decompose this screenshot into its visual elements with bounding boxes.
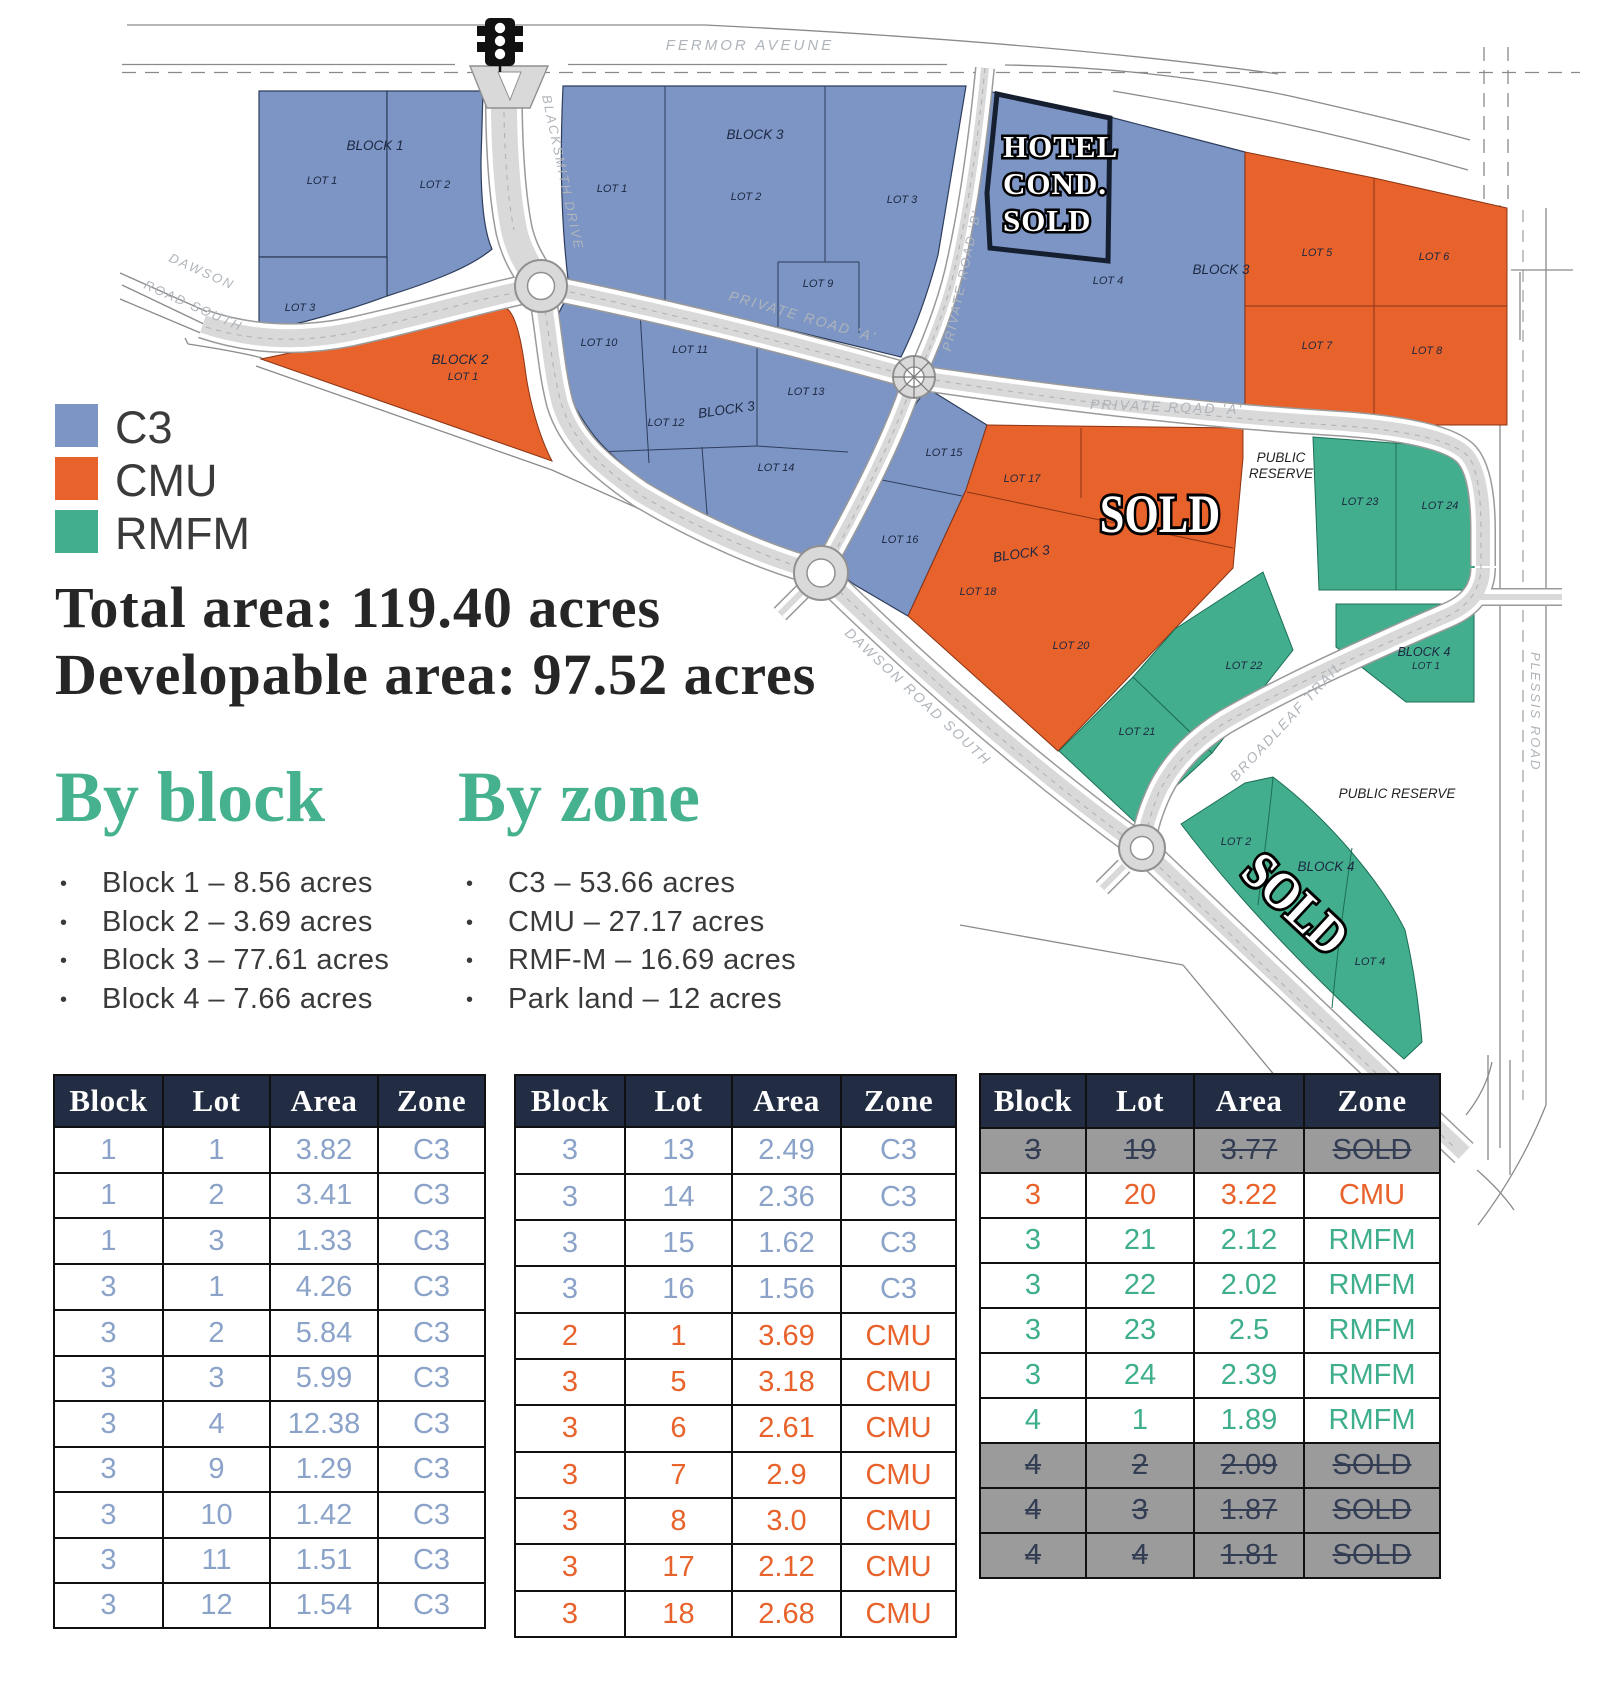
svg-text:LOT 1: LOT 1 — [307, 175, 338, 187]
svg-text:LOT 10: LOT 10 — [581, 337, 619, 349]
svg-text:LOT 2: LOT 2 — [1221, 836, 1252, 848]
svg-text:BLOCK 2: BLOCK 2 — [431, 352, 489, 367]
svg-text:LOT 18: LOT 18 — [960, 586, 998, 598]
svg-text:LOT 8: LOT 8 — [1412, 345, 1443, 357]
svg-text:LOT 12: LOT 12 — [648, 417, 685, 429]
svg-text:LOT 15: LOT 15 — [926, 447, 964, 459]
svg-text:LOT 1: LOT 1 — [597, 183, 628, 195]
svg-text:PRIVATE ROAD 'A': PRIVATE ROAD 'A' — [1090, 396, 1243, 417]
svg-text:LOT 5: LOT 5 — [1302, 247, 1333, 259]
svg-text:PLESSIS ROAD: PLESSIS ROAD — [1528, 652, 1543, 771]
svg-text:COND.: COND. — [1003, 166, 1107, 201]
svg-text:LOT 23: LOT 23 — [1342, 496, 1380, 508]
svg-text:LOT 21: LOT 21 — [1119, 726, 1156, 738]
svg-text:PUBLIC: PUBLIC — [1257, 450, 1306, 465]
svg-text:LOT 11: LOT 11 — [672, 344, 708, 356]
svg-text:HOTEL: HOTEL — [1003, 129, 1118, 164]
svg-text:LOT 22: LOT 22 — [1226, 660, 1263, 672]
svg-text:LOT 13: LOT 13 — [788, 386, 826, 398]
svg-text:BLOCK 1: BLOCK 1 — [346, 138, 403, 153]
svg-text:BLOCK 4: BLOCK 4 — [1297, 859, 1354, 874]
svg-text:BLOCK 4: BLOCK 4 — [1398, 645, 1451, 659]
svg-text:FERMOR AVEUNE: FERMOR AVEUNE — [666, 37, 834, 54]
svg-text:LOT 6: LOT 6 — [1419, 251, 1450, 263]
svg-text:LOT 9: LOT 9 — [803, 278, 834, 290]
svg-text:LOT 20: LOT 20 — [1053, 640, 1091, 652]
svg-text:LOT 3: LOT 3 — [285, 302, 316, 314]
svg-text:LOT 3: LOT 3 — [887, 194, 918, 206]
svg-text:SOLD: SOLD — [1003, 203, 1091, 238]
svg-text:LOT 4: LOT 4 — [1093, 275, 1124, 287]
svg-text:LOT 2: LOT 2 — [731, 191, 762, 203]
svg-text:BLOCK 3: BLOCK 3 — [726, 127, 784, 142]
svg-text:LOT 1: LOT 1 — [448, 371, 479, 383]
svg-text:LOT 7: LOT 7 — [1302, 340, 1333, 352]
svg-text:LOT 14: LOT 14 — [758, 462, 795, 474]
svg-text:LOT 24: LOT 24 — [1422, 500, 1459, 512]
svg-text:LOT 17: LOT 17 — [1004, 473, 1042, 485]
svg-text:LOT 2: LOT 2 — [420, 179, 451, 191]
svg-text:SOLD: SOLD — [1100, 484, 1221, 544]
svg-text:BLOCK 3: BLOCK 3 — [1192, 262, 1250, 277]
svg-text:RESERVE: RESERVE — [1249, 466, 1314, 481]
svg-text:LOT 1: LOT 1 — [1412, 661, 1440, 672]
svg-text:DAWSON: DAWSON — [167, 250, 237, 292]
svg-text:LOT 4: LOT 4 — [1355, 956, 1386, 968]
svg-text:PUBLIC RESERVE: PUBLIC RESERVE — [1339, 786, 1457, 801]
svg-text:LOT 16: LOT 16 — [882, 534, 920, 546]
